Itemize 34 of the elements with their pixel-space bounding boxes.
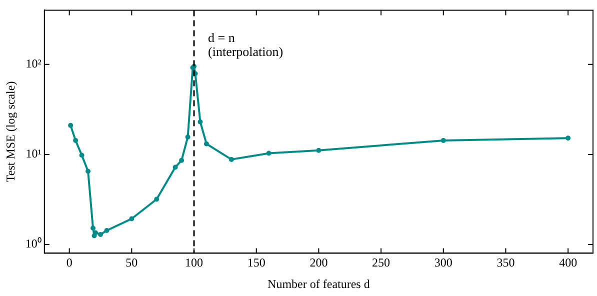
x-tick-label: 150 [247, 256, 266, 270]
point [86, 168, 91, 174]
point [98, 232, 104, 238]
point [440, 138, 446, 143]
x-tick-label: 200 [310, 256, 328, 270]
point [266, 150, 272, 156]
y-tick-label: 10⁰ [25, 236, 42, 251]
point [129, 216, 134, 222]
point [68, 122, 74, 128]
x-tick-label: 300 [434, 256, 452, 270]
point [79, 152, 84, 158]
point [316, 148, 322, 153]
ref-line-label: d = n (interpolation) [208, 30, 284, 60]
point [198, 119, 203, 124]
point [204, 141, 209, 146]
point [185, 134, 190, 140]
x-tick-label: 250 [372, 256, 390, 270]
point [566, 136, 571, 141]
y-tick-label: 10² [26, 56, 42, 71]
y-tick-label: 10¹ [26, 146, 42, 161]
point [90, 226, 96, 231]
x-axis-title: Number of features d [268, 276, 370, 291]
x-tick-label: 400 [559, 256, 578, 270]
x-tick-label: 0 [66, 256, 72, 270]
x-tick-label: 100 [185, 256, 204, 270]
point [179, 158, 184, 163]
x-tick-label: 350 [496, 256, 515, 270]
x-tick-label: 50 [126, 256, 138, 270]
point [172, 164, 178, 170]
y-axis-title: Test MSE (log scale) [3, 81, 18, 182]
point [73, 138, 78, 143]
point [154, 196, 160, 202]
point [104, 228, 110, 233]
point [228, 156, 234, 162]
